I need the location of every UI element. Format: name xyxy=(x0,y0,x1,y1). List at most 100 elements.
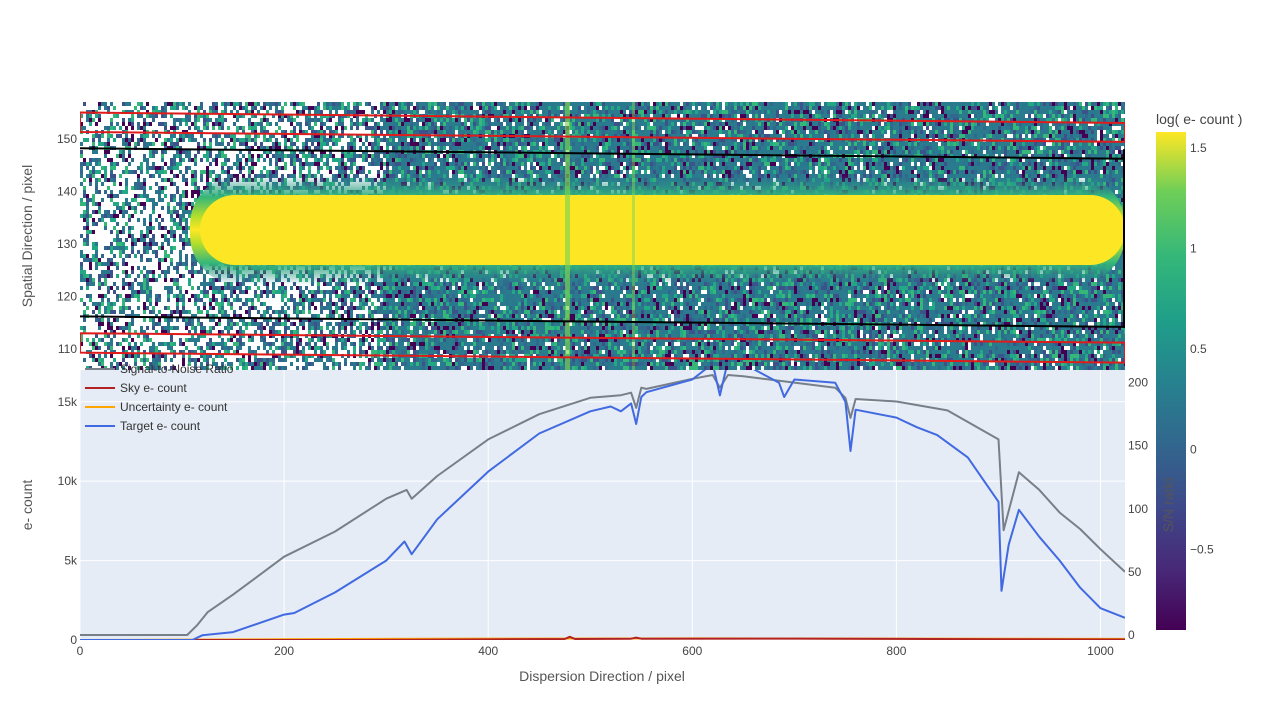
heatmap-cell xyxy=(140,318,143,322)
heatmap-cell xyxy=(275,358,278,362)
heatmap-cell xyxy=(134,206,137,210)
heatmap-cell xyxy=(125,118,128,122)
heatmap-cell xyxy=(176,294,179,298)
heatmap-cell xyxy=(95,102,98,106)
heatmap-cell xyxy=(104,162,107,166)
heatmap-cell xyxy=(254,362,257,366)
heatmap-cell xyxy=(185,326,188,330)
heatmap-cell xyxy=(236,126,239,130)
heatmap-cell xyxy=(107,242,110,246)
heatmap-cell xyxy=(158,206,161,210)
heatmap-cell xyxy=(83,194,86,198)
heatmap-cell xyxy=(275,350,278,354)
heatmap-cell xyxy=(290,330,293,334)
heatmap-cell xyxy=(122,202,125,206)
heatmap-cell xyxy=(125,134,128,138)
heatmap-cell xyxy=(113,214,116,218)
heatmap-cell xyxy=(104,206,107,210)
heatmap-cell xyxy=(284,122,287,126)
heatmap-cell xyxy=(206,154,209,158)
heatmap-cell xyxy=(101,230,104,234)
heatmap-cell xyxy=(92,174,95,178)
heatmap-cell xyxy=(161,150,164,154)
heatmap-cell xyxy=(290,138,293,142)
heatmap-cell xyxy=(131,274,134,278)
heatmap-cell xyxy=(257,102,260,106)
heatmap-cell xyxy=(167,170,170,174)
heatmap-cell xyxy=(296,154,299,158)
heatmap-cell xyxy=(272,286,275,290)
heatmap-cell xyxy=(248,290,251,294)
heatmap-cell xyxy=(263,122,266,126)
heatmap-cell xyxy=(146,254,149,258)
heatmap-cell xyxy=(245,342,248,346)
heatmap-cell xyxy=(176,210,179,214)
heatmap-cell xyxy=(98,114,101,118)
heatmap-cell xyxy=(83,102,86,106)
heatmap-cell xyxy=(89,274,92,278)
heatmap-cell xyxy=(101,250,104,254)
heatmap-cell xyxy=(191,174,194,178)
heatmap-cell xyxy=(152,338,155,342)
heatmap-cell xyxy=(86,138,89,142)
heatmap-cell xyxy=(164,242,167,246)
heatmap-cell xyxy=(284,102,287,106)
heatmap-cell xyxy=(95,290,98,294)
heatmap-cell xyxy=(176,338,179,342)
heatmap-cell xyxy=(209,306,212,310)
heatmap-cell xyxy=(125,278,128,282)
heatmap-cell xyxy=(137,318,140,322)
heatmap-cell xyxy=(203,326,206,330)
heatmap-cell xyxy=(92,126,95,130)
heatmap-cell xyxy=(170,278,173,282)
heatmap-cell xyxy=(161,178,164,182)
heatmap-cell xyxy=(155,210,158,214)
heatmap-cell xyxy=(185,318,188,322)
heatmap-cell xyxy=(167,262,170,266)
heatmap-cell xyxy=(281,294,284,298)
heatmap-cell xyxy=(206,150,209,154)
heatmap-cell xyxy=(152,178,155,182)
heatmap-cell xyxy=(149,214,152,218)
heatmap-cell xyxy=(110,190,113,194)
heatmap-cell xyxy=(128,282,131,286)
heatmap-cell xyxy=(269,142,272,146)
heatmap-cell xyxy=(98,326,101,330)
heatmap-cell xyxy=(185,286,188,290)
heatmap-cell xyxy=(119,230,122,234)
heatmap-cell xyxy=(128,214,131,218)
heatmap-cell xyxy=(296,122,299,126)
heatmap-cell xyxy=(188,142,191,146)
heatmap-cell xyxy=(131,186,134,190)
heatmap-cell xyxy=(137,354,140,358)
heatmap-cell xyxy=(110,218,113,222)
heatmap-cell xyxy=(119,302,122,306)
heatmap-cell xyxy=(164,182,167,186)
heatmap-cell xyxy=(110,158,113,162)
heatmap-cell xyxy=(113,242,116,246)
heatmap-cell xyxy=(299,154,302,158)
heatmap-cell xyxy=(176,166,179,170)
heatmap-cell xyxy=(122,190,125,194)
heatmap-cell xyxy=(221,158,224,162)
heatmap-cell xyxy=(269,170,272,174)
heatmap-cell xyxy=(260,138,263,142)
heatmap-cell xyxy=(143,186,146,190)
heatmap-cell xyxy=(143,266,146,270)
heatmap-cell xyxy=(164,322,167,326)
heatmap-cell xyxy=(194,118,197,122)
heatmap-cell xyxy=(98,354,101,358)
heatmap-cell xyxy=(191,274,194,278)
heatmap-cell xyxy=(221,174,224,178)
heatmap-cell xyxy=(98,138,101,142)
heatmap-cell xyxy=(101,150,104,154)
heatmap-cell xyxy=(185,202,188,206)
heatmap-cell xyxy=(149,210,152,214)
heatmap-cell xyxy=(92,346,95,350)
heatmap-cell xyxy=(233,138,236,142)
heatmap-cell xyxy=(275,102,278,106)
heatmap-cell xyxy=(218,158,221,162)
heatmap-cell xyxy=(131,118,134,122)
heatmap-cell xyxy=(167,190,170,194)
heatmap-cell xyxy=(158,290,161,294)
